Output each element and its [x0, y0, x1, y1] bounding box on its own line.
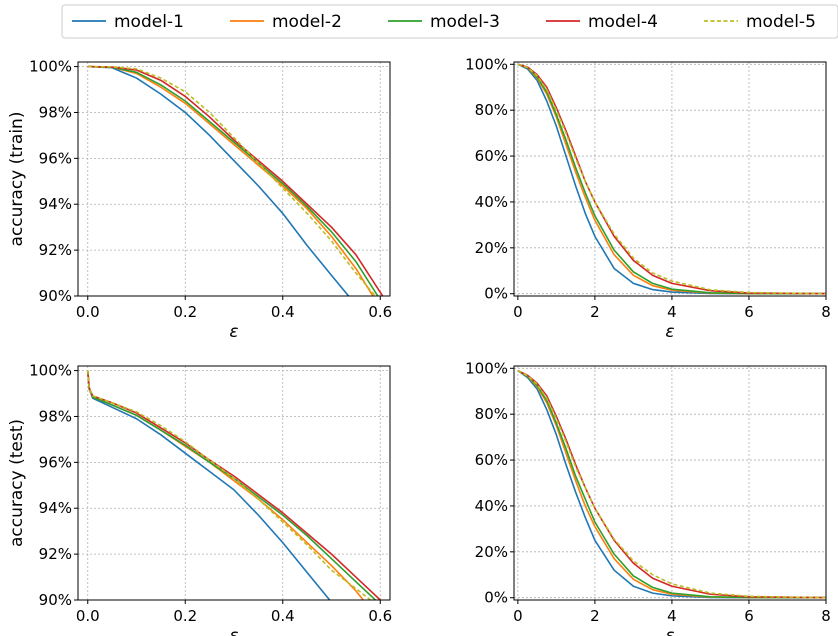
y-axis-label: accuracy (train) — [7, 112, 27, 247]
legend-label-model-2: model-2 — [272, 12, 342, 32]
y-tick-label: 60% — [475, 147, 508, 165]
legend-label-model-1: model-1 — [114, 12, 184, 32]
y-tick-label: 94% — [39, 499, 72, 517]
x-axis-label: ε — [229, 322, 238, 342]
x-tick-label: 0.2 — [173, 607, 197, 625]
series-line-model-1 — [517, 369, 826, 599]
series-line-model-2 — [86, 370, 364, 600]
panel-top-right: 0 2 4 6 80%20%40%60%80%100%ε — [465, 55, 831, 342]
x-tick-label: 0.0 — [76, 607, 100, 625]
x-axis-label: ε — [229, 626, 238, 636]
y-tick-label: 98% — [39, 407, 72, 425]
panel-bottom-left: 0.0 0.2 0.4 0.6 90% 92% 94% 96% 98% 100% ε accuracy… — [7, 362, 392, 636]
series-line-model-4 — [86, 370, 381, 600]
legend-label-model-5: model-5 — [746, 12, 816, 32]
x-tick-label: 0.6 — [368, 607, 392, 625]
y-tick-label: 60% — [475, 451, 508, 469]
y-tick-label: 20% — [475, 239, 508, 257]
axes-frame — [77, 365, 391, 601]
y-tick-label: 92% — [39, 545, 72, 563]
x-tick-label: 0.4 — [271, 303, 295, 321]
y-tick-label: 20% — [475, 543, 508, 561]
y-tick-label: 40% — [475, 497, 508, 515]
y-tick-label: 100% — [29, 58, 72, 76]
panel-top-left: 0.0 0.2 0.4 0.6 90% 92% 94% 96% 98% 100% ε accuracy… — [7, 58, 392, 342]
y-tick-label: 0% — [484, 285, 508, 303]
x-tick-label: 0.6 — [368, 303, 392, 321]
y-tick-label: 80% — [475, 101, 508, 119]
y-tick-label: 100% — [465, 55, 508, 73]
y-tick-label: 100% — [465, 359, 508, 377]
legend-label-model-3: model-3 — [430, 12, 500, 32]
x-tick-label: 8 — [821, 607, 831, 625]
series-group — [86, 370, 381, 600]
series-group — [517, 63, 826, 295]
y-tick-label: 96% — [39, 453, 72, 471]
series-group — [87, 65, 384, 296]
y-tick-label: 80% — [475, 405, 508, 423]
series-line-model-3 — [86, 370, 376, 600]
x-tick-label: 0 — [513, 607, 523, 625]
series-line-model-2 — [87, 65, 374, 296]
y-tick-label: 92% — [39, 241, 72, 259]
y-tick-label: 90% — [39, 591, 72, 609]
y-tick-label: 90% — [39, 287, 72, 305]
series-line-model-1 — [517, 63, 826, 295]
x-axis-label: ε — [665, 322, 674, 342]
y-tick-label: 40% — [475, 193, 508, 211]
axes-frame — [513, 365, 827, 601]
series-line-model-3 — [87, 65, 379, 296]
series-line-model-5 — [517, 63, 826, 295]
x-tick-label: 6 — [744, 303, 754, 321]
legend-frame — [61, 4, 838, 39]
series-line-model-5 — [86, 370, 371, 600]
series-line-model-5 — [517, 369, 826, 599]
x-tick-label: 4 — [667, 607, 677, 625]
series-line-model-1 — [86, 370, 331, 600]
axes-frame — [513, 61, 827, 297]
series-group — [517, 369, 826, 599]
y-tick-label: 0% — [484, 589, 508, 607]
axes-frame — [77, 61, 391, 297]
series-line-model-4 — [87, 65, 384, 296]
y-tick-label: 94% — [39, 195, 72, 213]
x-tick-label: 0.2 — [173, 303, 197, 321]
x-tick-label: 0.0 — [76, 303, 100, 321]
x-tick-label: 6 — [744, 607, 754, 625]
x-tick-label: 4 — [667, 303, 677, 321]
x-tick-label: 2 — [590, 303, 600, 321]
x-tick-label: 0 — [513, 303, 523, 321]
series-line-model-1 — [87, 65, 350, 296]
legend-label-model-4: model-4 — [588, 12, 658, 32]
series-line-model-3 — [517, 369, 826, 599]
x-tick-label: 8 — [821, 303, 831, 321]
legend: model-1 model-2 model-3 model-4 model-5 — [61, 4, 838, 39]
panel-bottom-right: 0 2 4 6 80%20%40%60%80%100%ε — [465, 359, 831, 636]
y-axis-label: accuracy (test) — [7, 419, 27, 547]
x-axis-label: ε — [665, 626, 674, 636]
y-tick-label: 100% — [29, 362, 72, 380]
series-line-model-5 — [87, 65, 376, 296]
y-tick-label: 98% — [39, 103, 72, 121]
y-tick-label: 96% — [39, 149, 72, 167]
x-tick-label: 2 — [590, 607, 600, 625]
x-tick-label: 0.4 — [271, 607, 295, 625]
series-line-model-3 — [517, 63, 826, 295]
